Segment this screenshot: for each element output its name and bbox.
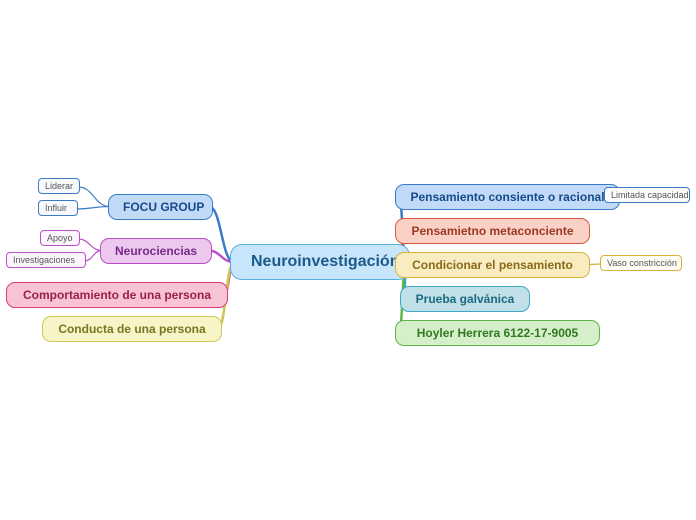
condicionar-pensamiento: Condicionar el pensamiento bbox=[395, 252, 590, 278]
liderar: Liderar bbox=[38, 178, 80, 194]
neurociencias-label: Neurociencias bbox=[115, 244, 197, 258]
liderar-label: Liderar bbox=[45, 181, 73, 191]
pensamiento-metaconciente: Pensamietno metaconciente bbox=[395, 218, 590, 244]
investigaciones: Investigaciones bbox=[6, 252, 86, 268]
pensamiento-metaconciente-label: Pensamietno metaconciente bbox=[411, 224, 573, 238]
conducta-label: Conducta de una persona bbox=[58, 322, 205, 336]
pensamiento-consciente-label: Pensamiento consiente o racional bbox=[410, 190, 604, 204]
condicionar-pensamiento-label: Condicionar el pensamiento bbox=[412, 258, 573, 272]
conducta: Conducta de una persona bbox=[42, 316, 222, 342]
neurociencias: Neurociencias bbox=[100, 238, 212, 264]
investigaciones-label: Investigaciones bbox=[13, 255, 75, 265]
comportamiento-label: Comportamiento de una persona bbox=[23, 288, 211, 302]
apoyo: Apoyo bbox=[40, 230, 80, 246]
focu-group: FOCU GROUP bbox=[108, 194, 213, 220]
focu-group-label: FOCU GROUP bbox=[123, 200, 204, 214]
prueba-galvanica: Prueba galvánica bbox=[400, 286, 530, 312]
apoyo-label: Apoyo bbox=[47, 233, 73, 243]
vaso-constriccion-label: Vaso constricción bbox=[607, 258, 677, 268]
pensamiento-consciente: Pensamiento consiente o racional bbox=[395, 184, 620, 210]
influir-label: Influir bbox=[45, 203, 67, 213]
center-node: Neuroinvestigación bbox=[230, 244, 410, 280]
limitada-capacidad: Limitada capacidad bbox=[604, 187, 690, 203]
hoyler-herrera: Hoyler Herrera 6122-17-9005 bbox=[395, 320, 600, 346]
center-label: Neuroinvestigación bbox=[251, 253, 399, 270]
prueba-galvanica-label: Prueba galvánica bbox=[416, 292, 515, 306]
hoyler-herrera-label: Hoyler Herrera 6122-17-9005 bbox=[417, 326, 578, 340]
vaso-constriccion: Vaso constricción bbox=[600, 255, 682, 271]
comportamiento: Comportamiento de una persona bbox=[6, 282, 228, 308]
limitada-capacidad-label: Limitada capacidad bbox=[611, 190, 689, 200]
influir: Influir bbox=[38, 200, 78, 216]
